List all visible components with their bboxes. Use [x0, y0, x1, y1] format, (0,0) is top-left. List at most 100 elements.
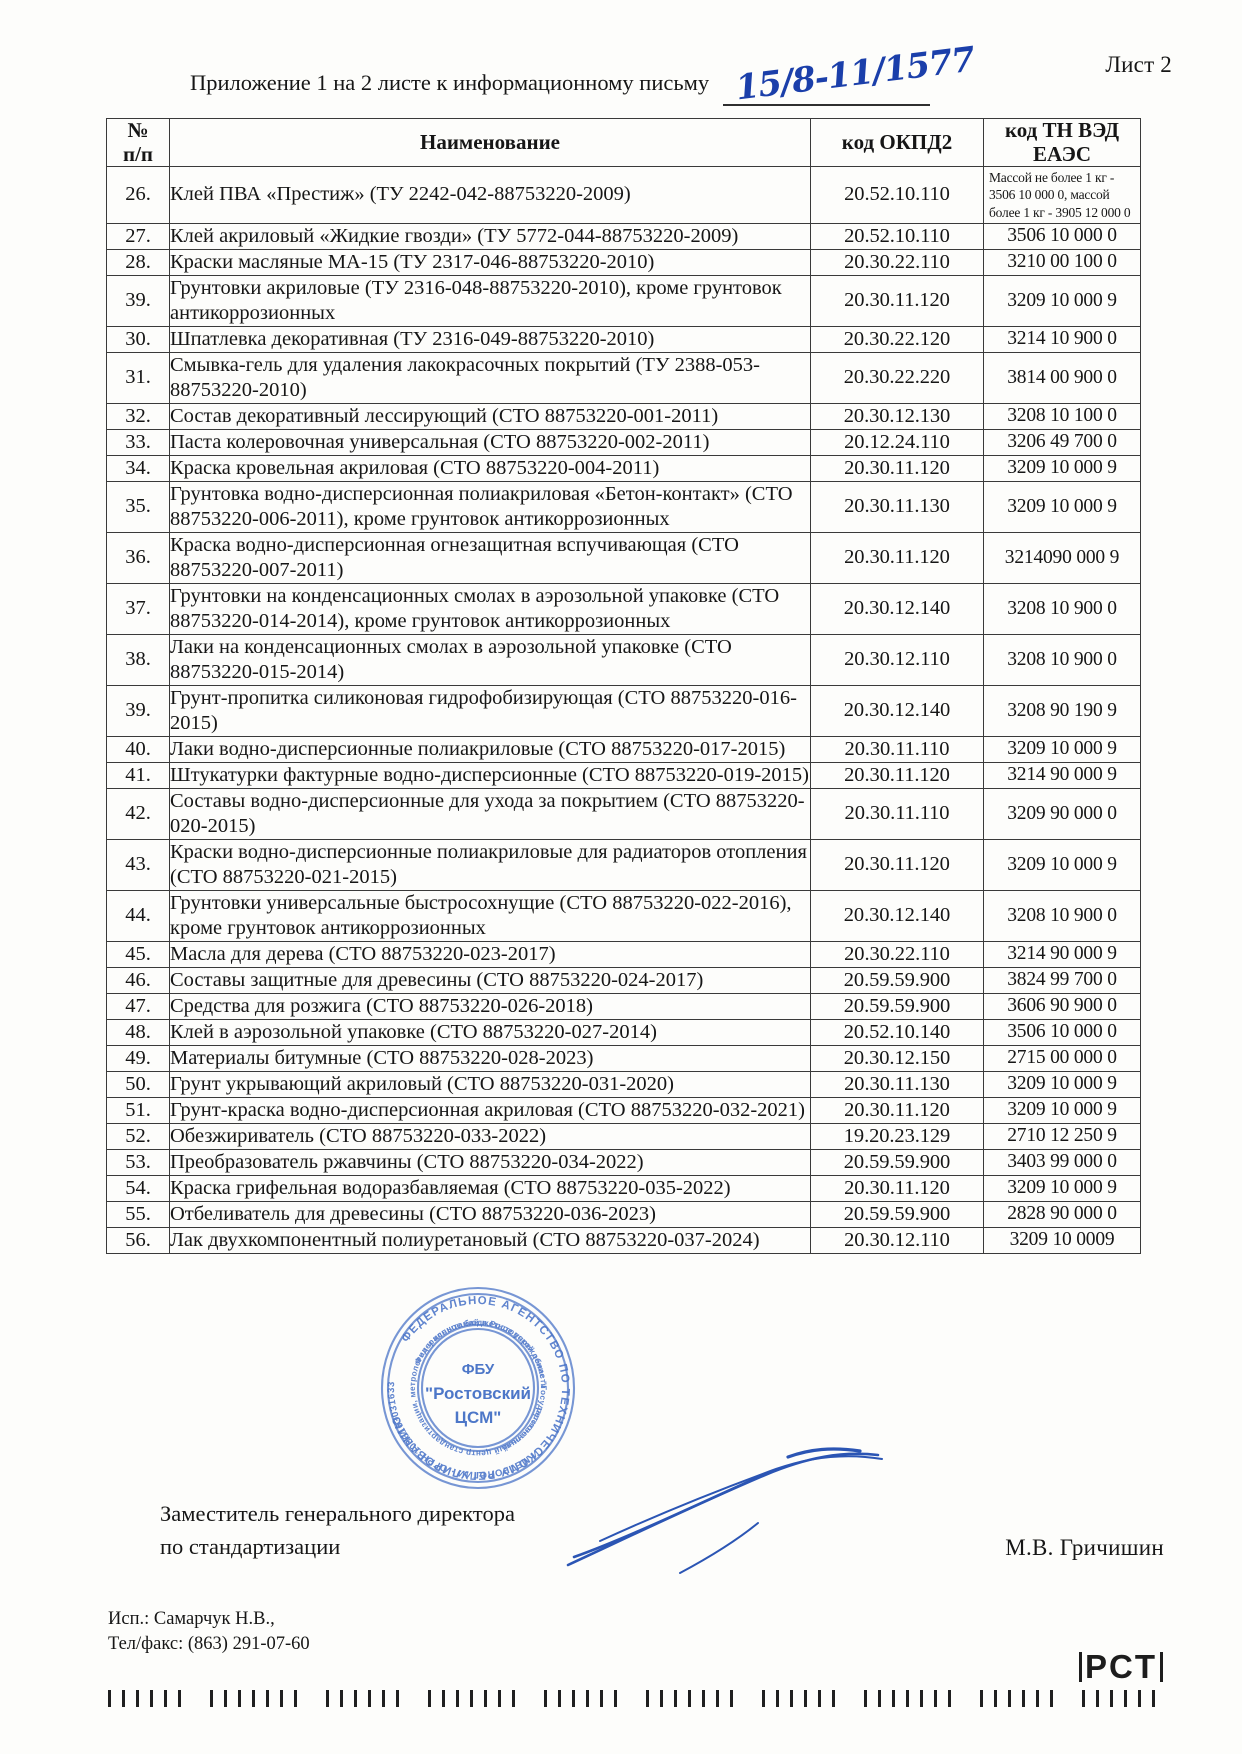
column-header-okpd: код ОКПД2 — [810, 117, 984, 168]
cell-okpd-code: 20.30.12.140 — [810, 684, 984, 737]
cell-okpd-code: 20.52.10.110 — [810, 166, 984, 224]
table-row: 55. Отбеливатель для древесины (СТО 88753… — [106, 1200, 1141, 1228]
cell-product-name: Паста колеровочная универсальная (СТО 88… — [169, 428, 811, 456]
tick-mark — [646, 1690, 649, 1707]
tick-mark — [920, 1690, 923, 1707]
cell-product-name: Клей в аэрозольной упаковке (СТО 8875322… — [169, 1018, 811, 1046]
svg-text:ЦСМ": ЦСМ" — [455, 1408, 502, 1427]
tick-mark — [674, 1690, 677, 1707]
tick-mark — [484, 1690, 487, 1707]
cell-tnved-code: 3214 10 900 0 — [983, 325, 1141, 353]
tick-mark — [776, 1690, 779, 1707]
cell-tnved-code: 3214 90 000 9 — [983, 940, 1141, 968]
cell-product-name: Смывка-гель для удаления лакокрасочных п… — [169, 351, 811, 404]
tick-mark — [934, 1690, 937, 1707]
cell-product-name: Краска кровельная акриловая (СТО 8875322… — [169, 454, 811, 482]
pct-logo: PCT — [1076, 1648, 1166, 1686]
tick-mark — [790, 1690, 793, 1707]
table-row: 56. Лак двухкомпонентный полиуретановый (… — [106, 1226, 1141, 1254]
cell-row-number: 54. — [106, 1174, 170, 1202]
cell-row-number: 55. — [106, 1200, 170, 1228]
cell-product-name: Лак двухкомпонентный полиуретановый (СТО… — [169, 1226, 811, 1254]
tick-mark — [832, 1690, 835, 1707]
cell-okpd-code: 20.52.10.110 — [810, 222, 984, 250]
cell-row-number: 34. — [106, 454, 170, 482]
table-row: 47. Средства для розжига (СТО 88753220-02… — [106, 992, 1141, 1020]
cell-product-name: Грунт-пропитка силиконовая гидрофобизиру… — [169, 684, 811, 737]
cell-okpd-code: 20.30.12.140 — [810, 582, 984, 635]
cell-product-name: Грунтовки акриловые (ТУ 2316-048-8875322… — [169, 274, 811, 327]
tick-mark — [512, 1690, 515, 1707]
cell-tnved-code: 3814 00 900 0 — [983, 351, 1141, 404]
cell-tnved-code: 3210 00 100 0 — [983, 248, 1141, 276]
cell-okpd-code: 20.30.11.120 — [810, 454, 984, 482]
cell-okpd-code: 20.30.12.150 — [810, 1044, 984, 1072]
tick-mark — [252, 1690, 255, 1707]
cell-row-number: 43. — [106, 838, 170, 891]
cell-okpd-code: 20.59.59.900 — [810, 992, 984, 1020]
signer-position-line1: Заместитель генерального директора — [160, 1501, 515, 1526]
tick-mark — [600, 1690, 603, 1707]
cell-row-number: 51. — [106, 1096, 170, 1124]
cell-product-name: Грунтовки на конденсационных смолах в аэ… — [169, 582, 811, 635]
svg-text:Федеральное бюджетное учрежден: Федеральное бюджетное учреждение "Госуда… — [413, 1318, 548, 1453]
tick-mark — [498, 1690, 501, 1707]
cell-product-name: Шпатлевка декоративная (ТУ 2316-049-8875… — [169, 325, 811, 353]
cell-product-name: Грунтовка водно-дисперсионная полиакрило… — [169, 480, 811, 533]
cell-tnved-code: 3606 90 900 0 — [983, 992, 1141, 1020]
tick-mark — [210, 1690, 213, 1707]
table-row: 28. Краски масляные МА-15 (ТУ 2317-046-88… — [106, 248, 1141, 276]
cell-row-number: 32. — [106, 402, 170, 430]
cell-okpd-code: 20.30.11.120 — [810, 1096, 984, 1124]
tick-mark — [280, 1690, 283, 1707]
cell-product-name: Состав декоративный лессирующий (СТО 887… — [169, 402, 811, 430]
tick-mark — [456, 1690, 459, 1707]
tick-mark — [586, 1690, 589, 1707]
cell-row-number: 53. — [106, 1148, 170, 1176]
cell-row-number: 28. — [106, 248, 170, 276]
sheet-label: Лист 2 — [1105, 52, 1172, 77]
cell-tnved-code: 3214090 000 9 — [983, 531, 1141, 584]
cell-product-name: Лаки на конденсационных смолах в аэрозол… — [169, 633, 811, 686]
cell-tnved-code: 3208 10 900 0 — [983, 889, 1141, 942]
tick-mark — [688, 1690, 691, 1707]
cell-tnved-code: 3208 10 900 0 — [983, 582, 1141, 635]
tick-mark — [326, 1690, 329, 1707]
cell-row-number: 27. — [106, 222, 170, 250]
tick-mark — [224, 1690, 227, 1707]
tick-mark — [1082, 1690, 1085, 1707]
tick-mark — [994, 1690, 997, 1707]
table-row: 45. Масла для дерева (СТО 88753220-023-20… — [106, 940, 1141, 968]
table-row: 36. Краска водно-дисперсионная огнезащитн… — [106, 531, 1141, 584]
cell-product-name: Грунт-краска водно-дисперсионная акрилов… — [169, 1096, 811, 1124]
cell-product-name: Краска грифельная водоразбавляемая (СТО … — [169, 1174, 811, 1202]
cell-okpd-code: 20.30.22.220 — [810, 351, 984, 404]
table-header-row: № п/п Наименование код ОКПД2 код ТН ВЭД … — [106, 117, 1141, 168]
cell-product-name: Материалы битумные (СТО 88753220-028-202… — [169, 1044, 811, 1072]
handwritten-letter-number: 15/8-11/1577 — [733, 39, 977, 109]
tick-mark — [1138, 1690, 1141, 1707]
cell-tnved-code: 3208 10 900 0 — [983, 633, 1141, 686]
cell-okpd-code: 20.30.11.110 — [810, 735, 984, 763]
tick-mark — [572, 1690, 575, 1707]
tick-mark — [818, 1690, 821, 1707]
tick-mark — [1008, 1690, 1011, 1707]
table-row: 39. Грунт-пропитка силиконовая гидрофобиз… — [106, 684, 1141, 737]
column-header-tnved-line2: ЕАЭС — [1032, 141, 1092, 166]
tick-mark — [136, 1690, 139, 1707]
cell-tnved-code: 3209 10 000 9 — [983, 274, 1141, 327]
cell-row-number: 44. — [106, 889, 170, 942]
table-row: 44. Грунтовки универсальные быстросохнущи… — [106, 889, 1141, 942]
tick-mark — [396, 1690, 399, 1707]
table-header: № п/п Наименование код ОКПД2 код ТН ВЭД … — [106, 117, 1141, 168]
tick-mark — [614, 1690, 617, 1707]
cell-tnved-code: 3209 10 000 9 — [983, 838, 1141, 891]
executor-phone: Тел/факс: (863) 291-07-60 — [108, 1634, 310, 1655]
cell-okpd-code: 19.20.23.129 — [810, 1122, 984, 1150]
tick-mark — [340, 1690, 343, 1707]
column-header-name: Наименование — [169, 117, 811, 168]
signer-position-line2: по стандартизации — [160, 1533, 341, 1559]
tick-mark — [864, 1690, 867, 1707]
cell-okpd-code: 20.30.11.120 — [810, 761, 984, 789]
bottom-tick-marks — [108, 1690, 1155, 1710]
